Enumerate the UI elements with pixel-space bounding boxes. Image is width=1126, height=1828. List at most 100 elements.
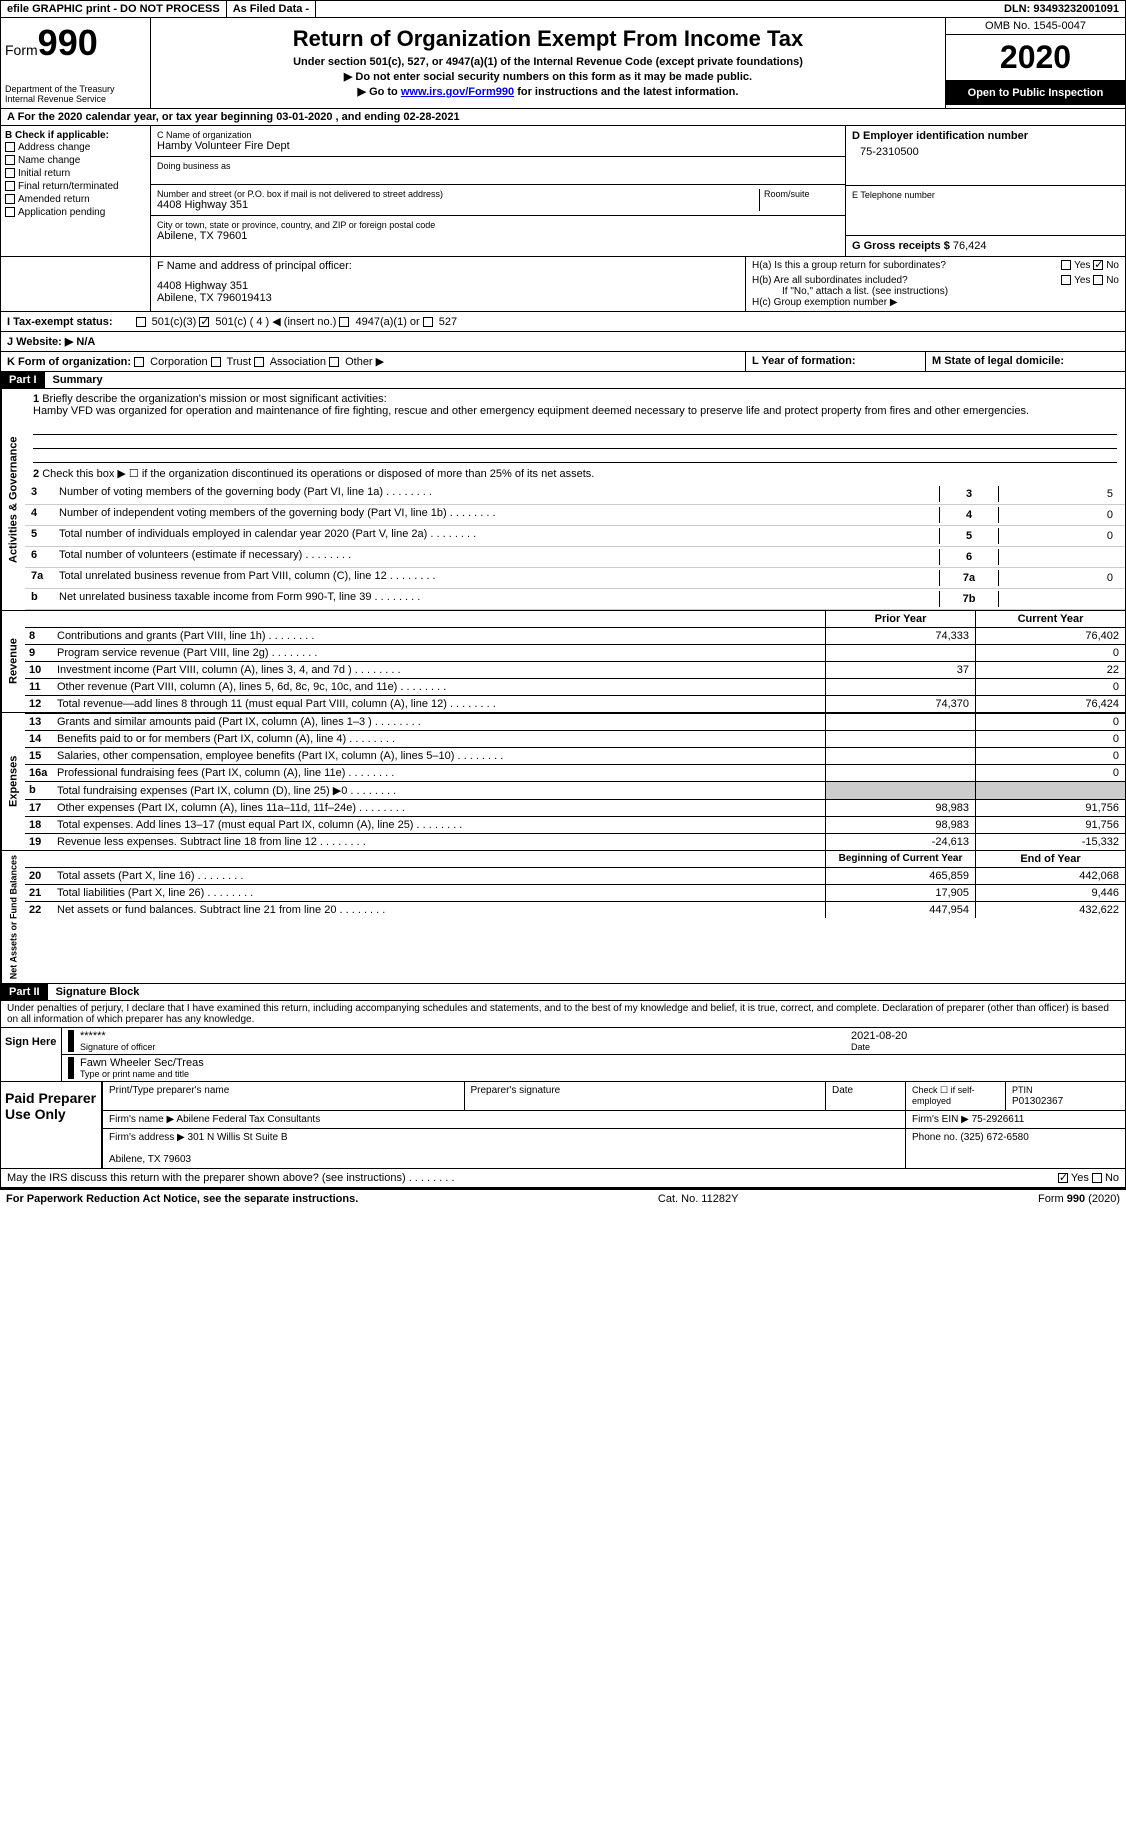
- officer-name: Fawn Wheeler Sec/Treas: [80, 1057, 1119, 1069]
- row-i: I Tax-exempt status: 501(c)(3) 501(c) ( …: [0, 312, 1126, 332]
- data-line-22: 22 Net assets or fund balances. Subtract…: [25, 901, 1125, 918]
- declaration-text: Under penalties of perjury, I declare th…: [1, 1000, 1125, 1027]
- hc-label: H(c) Group exemption number ▶: [752, 297, 1119, 308]
- column-b: B Check if applicable: Address change Na…: [1, 126, 151, 256]
- column-c: C Name of organization Hamby Volunteer F…: [151, 126, 845, 256]
- prep-sig-label: Preparer's signature: [464, 1082, 826, 1111]
- gov-line-5: 5 Total number of individuals employed i…: [25, 526, 1125, 547]
- firm-phone: (325) 672-6580: [960, 1132, 1028, 1143]
- data-line-b: b Total fundraising expenses (Part IX, c…: [25, 781, 1125, 799]
- vlabel-netassets: Net Assets or Fund Balances: [1, 851, 25, 983]
- firm-ein-label: Firm's EIN ▶: [912, 1114, 969, 1125]
- part2-title: Signature Block: [48, 984, 148, 1000]
- ein-label: D Employer identification number: [852, 130, 1119, 142]
- gov-line-7a: 7a Total unrelated business revenue from…: [25, 568, 1125, 589]
- ha-label: H(a) Is this a group return for subordin…: [752, 260, 946, 271]
- tax-status-options[interactable]: 501(c)(3) 501(c) ( 4 ) ◀ (insert no.) 49…: [136, 316, 458, 328]
- phone-label: E Telephone number: [852, 190, 1119, 200]
- part1-title: Summary: [45, 372, 111, 388]
- check-address-change[interactable]: Address change: [5, 141, 146, 154]
- part1-header: Part I: [1, 372, 45, 388]
- line2-text: Check this box ▶ ☐ if the organization d…: [42, 468, 594, 480]
- city-label: City or town, state or province, country…: [157, 220, 839, 230]
- irs-link[interactable]: www.irs.gov/Form990: [401, 86, 514, 98]
- part-1: Part I Summary Activities & Governance 1…: [0, 372, 1126, 984]
- addr-label: Number and street (or P.O. box if mail i…: [157, 189, 759, 199]
- data-line-11: 11 Other revenue (Part VIII, column (A),…: [25, 678, 1125, 695]
- gross-receipts: 76,424: [953, 240, 987, 252]
- data-line-12: 12 Total revenue—add lines 8 through 11 …: [25, 695, 1125, 712]
- prep-self-employed[interactable]: Check ☐ if self-employed: [905, 1082, 1005, 1111]
- column-d: D Employer identification number 75-2310…: [845, 126, 1125, 256]
- mission-text: Hamby VFD was organized for operation an…: [33, 405, 1029, 417]
- line1-label: Briefly describe the organization's miss…: [42, 393, 386, 405]
- data-line-19: 19 Revenue less expenses. Subtract line …: [25, 833, 1125, 850]
- f-label: F Name and address of principal officer:: [157, 260, 739, 272]
- officer-type-label: Type or print name and title: [80, 1069, 1119, 1079]
- vlabel-governance: Activities & Governance: [1, 389, 25, 610]
- efile-notice: efile GRAPHIC print - DO NOT PROCESS: [1, 1, 227, 17]
- check-final-return[interactable]: Final return/terminated: [5, 180, 146, 193]
- vlabel-revenue: Revenue: [1, 611, 25, 712]
- org-form-options[interactable]: Corporation Trust Association Other ▶: [134, 356, 384, 368]
- gov-line-6: 6 Total number of volunteers (estimate i…: [25, 547, 1125, 568]
- ha-yesno[interactable]: Yes No: [1061, 260, 1119, 271]
- section-bcd: B Check if applicable: Address change Na…: [0, 126, 1126, 257]
- form-header: Form990 Department of the Treasury Inter…: [0, 18, 1126, 109]
- hb-label: H(b) Are all subordinates included?: [752, 275, 908, 286]
- org-name: Hamby Volunteer Fire Dept: [157, 140, 839, 152]
- begin-year-header: Beginning of Current Year: [825, 851, 975, 867]
- sig-date: 2021-08-20: [851, 1030, 1119, 1042]
- discuss-yesno[interactable]: Yes No: [1058, 1172, 1119, 1184]
- part2-header: Part II: [1, 984, 48, 1000]
- check-amended[interactable]: Amended return: [5, 193, 146, 206]
- vlabel-expenses: Expenses: [1, 713, 25, 850]
- org-city: Abilene, TX 79601: [157, 230, 839, 242]
- footer-left: For Paperwork Reduction Act Notice, see …: [6, 1193, 358, 1205]
- current-year-header: Current Year: [975, 611, 1125, 627]
- firm-phone-label: Phone no.: [912, 1132, 958, 1143]
- tax-year: 2020: [946, 35, 1125, 81]
- firm-addr-label: Firm's address ▶: [109, 1132, 185, 1143]
- dept-treasury: Department of the Treasury Internal Reve…: [5, 84, 146, 104]
- officer-addr2: Abilene, TX 796019413: [157, 292, 739, 304]
- subtitle-2: ▶ Do not enter social security numbers o…: [159, 70, 937, 83]
- prep-name-label: Print/Type preparer's name: [102, 1082, 464, 1111]
- firm-name-label: Firm's name ▶: [109, 1114, 174, 1125]
- prior-year-header: Prior Year: [825, 611, 975, 627]
- gov-line-4: 4 Number of independent voting members o…: [25, 505, 1125, 526]
- firm-name: Abilene Federal Tax Consultants: [176, 1114, 320, 1125]
- footer-center: Cat. No. 11282Y: [658, 1193, 739, 1205]
- subtitle-3: ▶ Go to www.irs.gov/Form990 for instruct…: [159, 85, 937, 98]
- sig-officer-label: Signature of officer: [80, 1042, 839, 1052]
- ptin-value: P01302367: [1012, 1096, 1063, 1107]
- subtitle-1: Under section 501(c), 527, or 4947(a)(1)…: [159, 56, 937, 68]
- data-line-8: 8 Contributions and grants (Part VIII, l…: [25, 627, 1125, 644]
- data-line-17: 17 Other expenses (Part IX, column (A), …: [25, 799, 1125, 816]
- dba-label: Doing business as: [157, 161, 839, 171]
- form-label: Form: [5, 42, 38, 58]
- row-klm: K Form of organization: Corporation Trus…: [0, 352, 1126, 372]
- b-label: B Check if applicable:: [5, 130, 146, 141]
- sig-stars: ******: [80, 1030, 839, 1042]
- officer-addr1: 4408 Highway 351: [157, 280, 739, 292]
- omb-number: OMB No. 1545-0047: [946, 18, 1125, 35]
- footer-right: Form 990 (2020): [1038, 1193, 1120, 1205]
- check-name-change[interactable]: Name change: [5, 154, 146, 167]
- public-inspection: Open to Public Inspection: [946, 81, 1125, 105]
- check-application-pending[interactable]: Application pending: [5, 206, 146, 219]
- m-label: M State of legal domicile:: [925, 352, 1125, 371]
- i-label: I Tax-exempt status:: [7, 316, 113, 328]
- firm-ein: 75-2926611: [972, 1114, 1025, 1125]
- prep-date-label: Date: [825, 1082, 905, 1111]
- dln: DLN: 93493232001091: [998, 1, 1125, 17]
- row-j: J Website: ▶ N/A: [0, 332, 1126, 352]
- data-line-13: 13 Grants and similar amounts paid (Part…: [25, 713, 1125, 730]
- data-line-18: 18 Total expenses. Add lines 13–17 (must…: [25, 816, 1125, 833]
- data-line-21: 21 Total liabilities (Part X, line 26) 1…: [25, 884, 1125, 901]
- end-year-header: End of Year: [975, 851, 1125, 867]
- data-line-20: 20 Total assets (Part X, line 16) 465,85…: [25, 867, 1125, 884]
- check-initial-return[interactable]: Initial return: [5, 167, 146, 180]
- hb-yesno[interactable]: Yes No: [1061, 275, 1119, 286]
- j-website: J Website: ▶ N/A: [1, 332, 1125, 351]
